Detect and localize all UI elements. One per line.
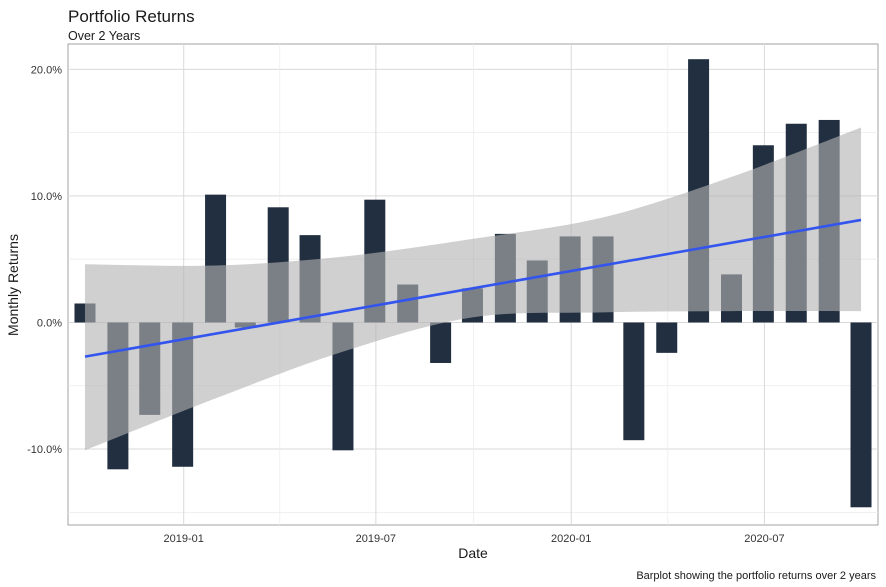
y-tick-label: 20.0% xyxy=(31,64,62,76)
x-tick-label: 2019-07 xyxy=(356,533,396,545)
x-axis-ticks: 2019-01 2019-07 2020-01 2020-07 xyxy=(164,533,785,545)
y-axis-ticks: -10.0% 0.0% 10.0% 20.0% xyxy=(27,64,62,456)
bar xyxy=(850,322,872,508)
y-tick-label: 10.0% xyxy=(31,191,62,203)
y-tick-label: 0.0% xyxy=(37,317,62,329)
trend-line xyxy=(84,218,862,358)
bar xyxy=(332,322,354,451)
x-tick-label: 2019-01 xyxy=(164,533,204,545)
y-tick-label: -10.0% xyxy=(27,444,62,456)
x-tick-label: 2020-07 xyxy=(744,533,784,545)
x-axis-title: Date xyxy=(458,545,488,561)
bar xyxy=(430,322,452,363)
chart-subtitle: Over 2 Years xyxy=(68,29,140,43)
bar xyxy=(656,322,678,353)
chart-caption: Barplot showing the portfolio returns ov… xyxy=(636,570,876,582)
bar xyxy=(623,322,645,441)
chart-title: Portfolio Returns xyxy=(68,7,195,26)
regression-line xyxy=(84,218,862,358)
x-tick-label: 2020-01 xyxy=(551,533,591,545)
plot-panel xyxy=(67,43,879,526)
y-axis-title: Monthly Returns xyxy=(5,234,21,336)
